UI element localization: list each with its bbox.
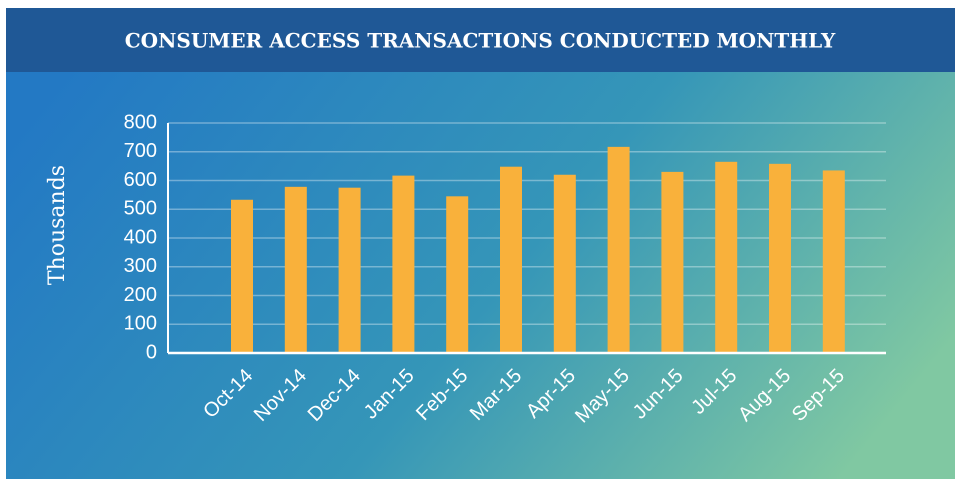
y-tick-label: 300 (124, 255, 157, 277)
y-tick-label: 600 (124, 169, 157, 191)
bar (392, 175, 415, 353)
chart-title: CONSUMER ACCESS TRANSACTIONS CONDUCTED M… (125, 29, 836, 53)
bar (231, 199, 253, 353)
bar (715, 161, 738, 353)
header (6, 8, 955, 72)
bar (500, 166, 522, 353)
y-tick-label: 700 (124, 140, 157, 162)
y-tick-label: 800 (124, 111, 157, 133)
bar (284, 186, 307, 353)
y-tick-label: 400 (124, 226, 157, 248)
bar (553, 174, 576, 353)
y-tick-label: 0 (146, 341, 157, 363)
bar (769, 163, 791, 353)
y-tick-label: 100 (124, 313, 157, 335)
bar (446, 196, 469, 353)
y-axis-label: Thousands (45, 165, 70, 285)
y-tick-label: 500 (124, 198, 157, 220)
bar (338, 187, 361, 353)
background (6, 8, 955, 479)
bar (607, 146, 630, 353)
y-tick-label: 200 (124, 284, 157, 306)
bar (661, 171, 684, 353)
bar (822, 170, 845, 353)
